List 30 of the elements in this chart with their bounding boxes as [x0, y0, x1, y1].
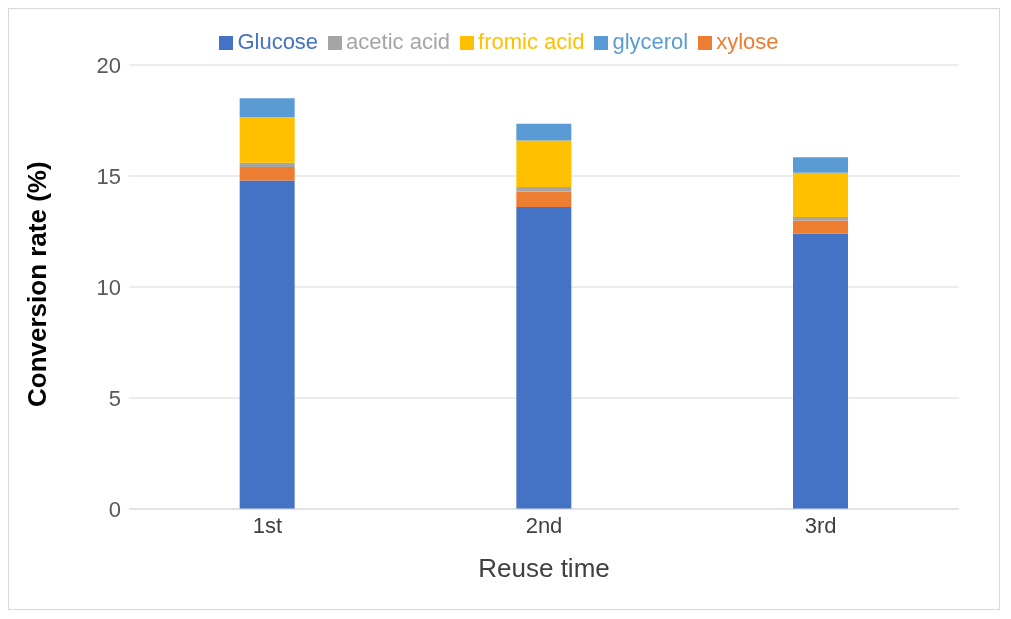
- bar: [239, 98, 295, 118]
- x-axis-title: Reuse time: [478, 553, 610, 583]
- bar: [239, 162, 295, 168]
- bar: [516, 187, 572, 192]
- y-tick-label: 15: [96, 163, 121, 189]
- bar: [239, 180, 295, 509]
- bar: [793, 172, 848, 218]
- bar: [239, 117, 295, 163]
- legend-label: glycerol: [612, 29, 689, 54]
- bar: [793, 217, 848, 221]
- y-tick-label: 20: [96, 52, 121, 78]
- y-axis-title: Conversion rate (%): [22, 161, 53, 407]
- x-tick-label: 2nd: [525, 512, 563, 538]
- x-tick-label: 1st: [252, 512, 283, 538]
- y-tick-label: 0: [108, 496, 121, 522]
- bar: [516, 140, 572, 188]
- legend-label: acetic acid: [346, 29, 451, 54]
- bar: [516, 191, 572, 208]
- bar: [516, 123, 572, 141]
- legend-label: Glucose: [237, 29, 319, 54]
- bar: [793, 157, 848, 173]
- y-tick-label: 5: [108, 385, 121, 411]
- y-tick-label: 10: [96, 274, 121, 300]
- legend-label: fromic acid: [478, 29, 585, 54]
- bar: [793, 233, 848, 509]
- bar: [239, 167, 295, 181]
- legend-label: xylose: [716, 29, 779, 54]
- bar: [793, 220, 848, 234]
- x-tick-label: 3rd: [804, 512, 837, 538]
- bar: [516, 207, 572, 509]
